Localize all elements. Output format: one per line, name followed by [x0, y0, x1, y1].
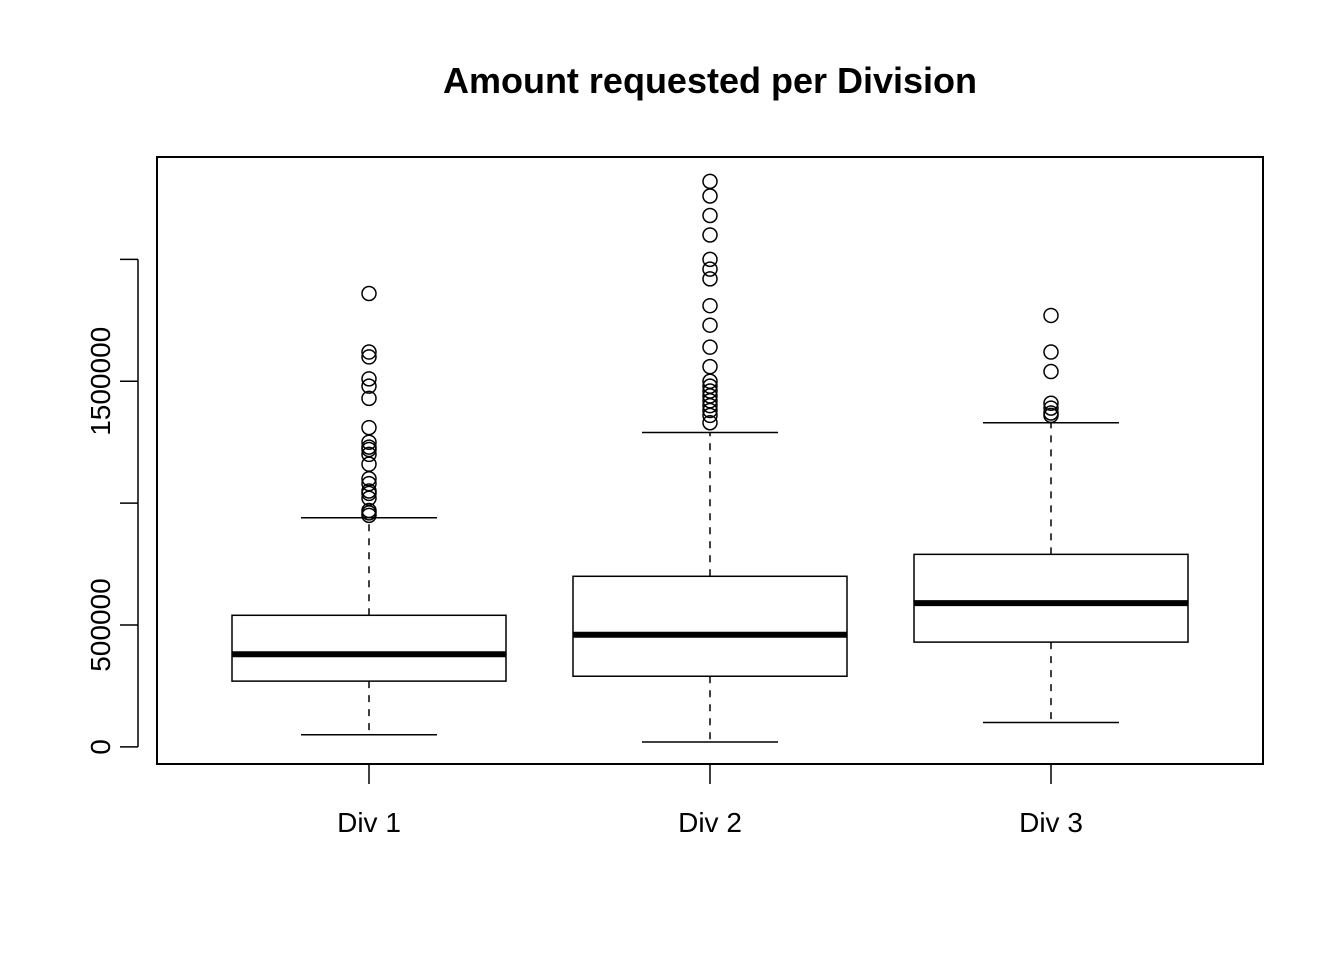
- x-tick-label: Div 1: [337, 807, 401, 838]
- outlier-point: [1043, 307, 1059, 324]
- outlier-point: [361, 344, 377, 360]
- chart-title: Amount requested per Division: [443, 60, 977, 101]
- outlier-point: [361, 371, 377, 387]
- iqr-box: [913, 553, 1189, 643]
- outlier-point: [361, 446, 377, 463]
- outlier-point: [702, 207, 718, 224]
- outlier-point: [702, 358, 718, 375]
- outlier-point: [1043, 395, 1059, 411]
- boxes-layer: [231, 173, 1189, 743]
- outlier-point: [702, 227, 718, 243]
- y-tick-label: 500000: [85, 578, 116, 671]
- box-2: [572, 173, 848, 743]
- outlier-point: [361, 507, 377, 524]
- iqr-box: [572, 575, 848, 677]
- outlier-point: [361, 485, 377, 502]
- outlier-point: [702, 407, 718, 424]
- box-3: [913, 307, 1189, 724]
- outlier-point: [361, 419, 377, 436]
- box-1: [231, 285, 507, 736]
- outlier-point: [702, 317, 718, 333]
- x-tick-label: Div 2: [678, 807, 742, 838]
- iqr-box: [231, 614, 507, 682]
- outlier-point: [361, 434, 377, 450]
- outlier-point: [702, 339, 718, 355]
- y-axis: 0 500000 1500000: [85, 258, 139, 755]
- outlier-point: [702, 251, 718, 268]
- outlier-point: [702, 173, 718, 190]
- outlier-point: [702, 414, 718, 431]
- outlier-point: [361, 285, 377, 302]
- x-axis: Div 1 Div 2 Div 3: [337, 764, 1083, 838]
- y-tick-label: 0: [85, 739, 116, 755]
- outlier-point: [702, 397, 718, 414]
- outlier-point: [1043, 363, 1059, 380]
- outlier-point: [702, 271, 718, 287]
- outlier-point: [702, 402, 718, 419]
- outlier-point: [361, 378, 377, 394]
- outlier-point: [361, 349, 377, 365]
- outlier-point: [1043, 407, 1059, 424]
- outlier-point: [1043, 400, 1059, 416]
- outlier-point: [1043, 344, 1059, 360]
- outlier-point: [361, 456, 377, 472]
- outlier-point: [702, 188, 718, 204]
- y-tick-label: 1500000: [85, 327, 116, 436]
- x-tick-label: Div 3: [1019, 807, 1083, 838]
- outlier-point: [702, 297, 718, 314]
- outlier-point: [361, 390, 377, 407]
- outlier-point: [702, 261, 718, 277]
